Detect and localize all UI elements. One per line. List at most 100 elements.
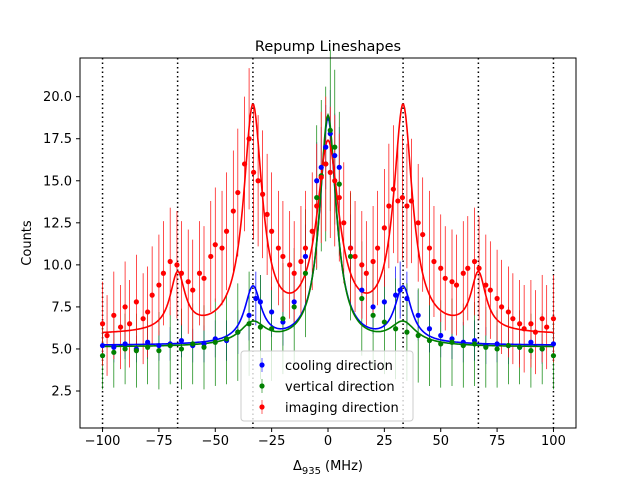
data-point xyxy=(133,348,139,354)
data-point xyxy=(415,312,421,318)
x-axis: −100 −75 −50 −25 0 25 50 75 100 xyxy=(85,428,566,449)
x-axis-label: Δ935 (MHz) xyxy=(293,459,363,477)
data-point xyxy=(122,346,128,352)
data-point xyxy=(460,342,466,349)
data-point xyxy=(280,316,286,322)
data-point xyxy=(257,299,263,305)
data-point xyxy=(381,225,387,231)
y-axis-label: Counts xyxy=(20,220,35,266)
data-point xyxy=(476,265,482,271)
data-point xyxy=(532,329,539,335)
data-point xyxy=(347,245,354,251)
data-point xyxy=(359,287,365,293)
data-point xyxy=(336,164,342,170)
data-point xyxy=(528,339,534,345)
data-point xyxy=(404,295,410,302)
data-point xyxy=(438,341,444,347)
chart-title: Repump Lineshapes xyxy=(255,39,401,55)
data-point xyxy=(471,258,478,265)
x-tick-label: 50 xyxy=(432,434,449,449)
data-point xyxy=(156,348,162,354)
data-point xyxy=(404,203,410,209)
data-point xyxy=(178,337,185,344)
legend-marker-vertical xyxy=(259,383,265,389)
data-point xyxy=(230,208,236,214)
data-point xyxy=(201,275,207,281)
data-point xyxy=(160,270,167,276)
data-point xyxy=(174,262,180,268)
data-point xyxy=(381,299,387,305)
data-point xyxy=(426,326,433,332)
data-point xyxy=(517,321,523,327)
legend-entry-imaging: imaging direction xyxy=(259,400,399,416)
data-point xyxy=(550,353,557,359)
data-point xyxy=(381,319,387,325)
y-tick-label: 7.5 xyxy=(51,300,72,315)
data-point xyxy=(117,324,124,330)
data-point xyxy=(140,316,146,322)
legend-label-vertical: vertical direction xyxy=(285,380,395,395)
data-point xyxy=(235,329,241,335)
y-tick-label: 5.0 xyxy=(51,342,72,357)
x-axis-label-symbol: Δ xyxy=(293,459,302,474)
data-point xyxy=(275,245,281,251)
data-point xyxy=(494,295,500,302)
data-point xyxy=(145,309,151,315)
data-point xyxy=(323,144,329,150)
data-point xyxy=(309,228,315,234)
data-point xyxy=(327,169,333,175)
data-point xyxy=(544,324,550,330)
data-point xyxy=(517,344,523,350)
data-point xyxy=(251,169,257,175)
fit-curve-series-2 xyxy=(102,103,554,334)
fit-curve-series-1 xyxy=(102,112,554,348)
data-point xyxy=(370,258,376,265)
x-axis-label-subscript: 935 xyxy=(302,466,321,477)
data-point xyxy=(404,329,410,335)
data-point xyxy=(190,341,196,347)
data-point xyxy=(375,245,381,251)
data-point xyxy=(390,186,396,192)
data-point xyxy=(460,270,466,276)
data-point xyxy=(223,228,230,234)
data-point xyxy=(149,292,155,298)
data-point xyxy=(359,262,365,268)
data-point xyxy=(253,295,259,302)
x-tick-label: −25 xyxy=(258,434,285,449)
legend: cooling direction vertical direction ima… xyxy=(240,350,414,422)
data-point xyxy=(528,321,534,327)
data-point xyxy=(399,194,405,201)
data-point xyxy=(133,299,139,305)
data-point xyxy=(99,342,106,349)
data-point xyxy=(550,316,557,322)
data-point xyxy=(167,342,173,349)
y-tick-label: 20.0 xyxy=(43,90,72,105)
x-tick-label: 100 xyxy=(541,434,566,449)
data-point xyxy=(99,321,106,327)
data-points-series-1 xyxy=(99,127,557,359)
data-point xyxy=(111,312,117,318)
data-point xyxy=(280,253,286,260)
data-point xyxy=(442,275,448,281)
data-point xyxy=(370,304,376,310)
x-tick-label: 25 xyxy=(376,434,393,449)
data-point xyxy=(521,326,527,332)
data-point xyxy=(415,220,421,226)
data-point xyxy=(185,279,191,285)
legend-label-cooling: cooling direction xyxy=(285,359,393,374)
data-point xyxy=(347,253,354,260)
data-point xyxy=(431,258,437,265)
data-point xyxy=(505,342,511,349)
vlines-layer xyxy=(101,58,555,428)
data-point xyxy=(494,341,500,347)
data-point xyxy=(318,174,324,181)
fit-curve-series-0 xyxy=(102,116,554,346)
data-point xyxy=(499,304,505,310)
data-point xyxy=(471,341,478,347)
data-point xyxy=(302,253,309,260)
data-point xyxy=(122,341,128,347)
data-point xyxy=(539,316,545,322)
fit-curves-layer xyxy=(102,103,554,348)
data-point xyxy=(223,336,230,342)
